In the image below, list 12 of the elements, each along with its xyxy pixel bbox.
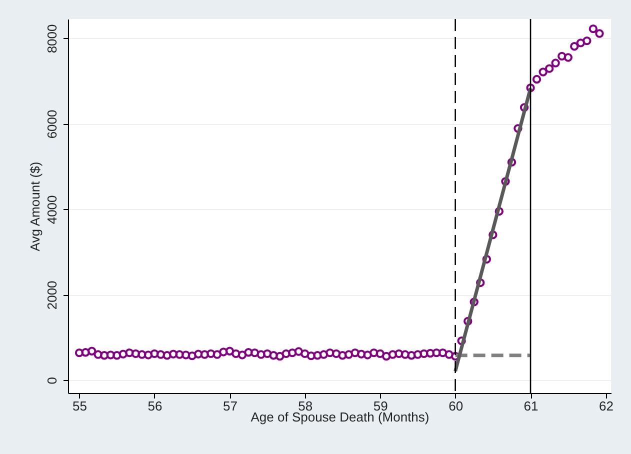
x-tick-label: 57 — [222, 398, 238, 414]
y-tick-label: 8000 — [44, 24, 60, 54]
y-tick-label: 4000 — [44, 195, 60, 224]
y-tick-label: 2000 — [44, 280, 60, 310]
x-tick-label: 61 — [524, 398, 538, 414]
y-tick-label: 6000 — [44, 110, 60, 139]
y-axis-title: Avg Amount ($) — [28, 162, 42, 252]
x-tick-label: 62 — [599, 398, 614, 414]
x-tick-label: 60 — [448, 398, 464, 414]
y-tick-label: 0 — [44, 377, 60, 384]
x-tick-label: 55 — [72, 398, 88, 414]
x-tick-label: 56 — [148, 398, 162, 414]
